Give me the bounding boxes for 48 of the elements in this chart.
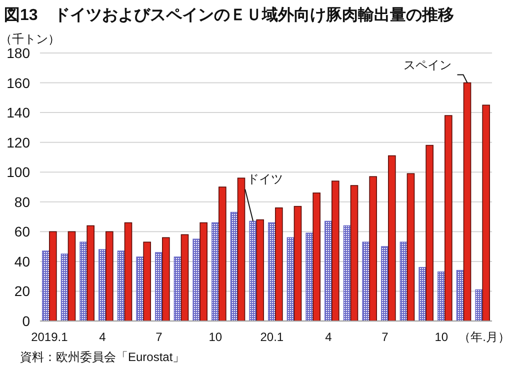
text: 資料：欧州委員会「Eurostat」 (20, 350, 185, 364)
x-tick-label: 4 (99, 330, 106, 344)
x-axis-title: （年.月） (458, 330, 510, 344)
bar (49, 231, 57, 322)
bar (275, 207, 283, 322)
bar (406, 173, 415, 322)
bar (86, 225, 94, 322)
y-tick-label: 160 (6, 74, 30, 91)
text: ドイツ (247, 172, 284, 186)
x-tick-label: 7 (156, 330, 163, 344)
x-tick-label: 7 (382, 330, 389, 344)
bar (237, 178, 246, 322)
y-axis-title: （千トン） (0, 32, 60, 46)
x-tick-label: 20.1 (260, 330, 284, 344)
x-tick-label: 4 (325, 330, 332, 344)
bar (143, 242, 151, 322)
x-tick-label: 10 (208, 330, 222, 344)
bar (332, 180, 340, 322)
bar (350, 185, 358, 322)
bar (256, 219, 264, 322)
bar (388, 155, 396, 322)
bar (162, 237, 170, 322)
y-tick-label: 140 (6, 104, 30, 121)
bar (200, 222, 208, 322)
y-tick-label: 40 (14, 253, 30, 270)
bar (124, 222, 132, 322)
y-tick-label: 60 (14, 224, 30, 240)
y-tick-label: 100 (6, 164, 30, 180)
bar (369, 176, 377, 322)
bar (312, 192, 320, 322)
y-tick-label: 180 (6, 45, 30, 61)
bar (180, 234, 189, 322)
bar (482, 104, 490, 322)
bar (218, 186, 226, 322)
bar (426, 144, 434, 322)
bar (444, 115, 452, 322)
y-tick-label: 0 (22, 313, 30, 329)
x-tick-label: 10 (434, 330, 448, 344)
bar (294, 206, 302, 322)
chart-title: 図13 ドイツおよびスペインのＥＵ域外向け豚肉輸出量の推移 (4, 6, 454, 24)
bar (68, 231, 76, 322)
bar (106, 231, 114, 322)
y-tick-label: 120 (6, 134, 30, 150)
y-tick-label: 80 (14, 194, 30, 210)
x-tick-label: 2019.1 (31, 330, 68, 344)
bar (463, 82, 472, 322)
series-label: スペイン (403, 58, 452, 72)
y-tick-label: 20 (14, 283, 30, 300)
